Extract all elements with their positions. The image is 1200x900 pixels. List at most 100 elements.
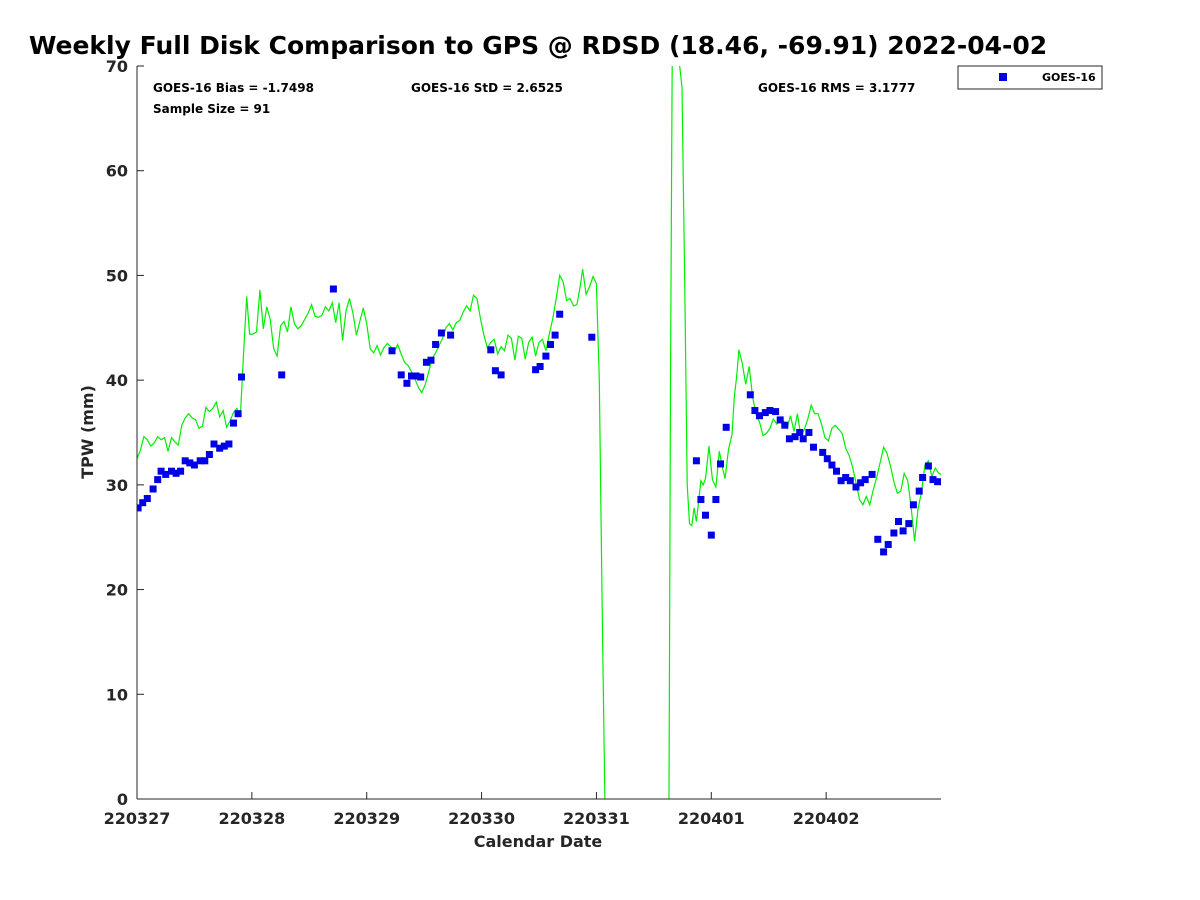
goes16-point xyxy=(857,479,865,487)
goes16-point xyxy=(796,429,804,436)
goes16-point xyxy=(403,379,411,387)
x-tick-label: 220329 xyxy=(333,809,400,828)
goes16-point xyxy=(915,487,923,495)
goes16-point xyxy=(842,474,850,481)
goes16-point xyxy=(432,341,440,348)
goes16-point xyxy=(810,443,817,451)
goes16-point xyxy=(216,444,224,452)
stat-rms: GOES-16 RMS = 3.1777 xyxy=(758,81,915,95)
goes16-point xyxy=(447,331,455,339)
goes16-point xyxy=(427,356,435,364)
goes16-point xyxy=(177,467,185,475)
goes16-point xyxy=(702,511,709,519)
goes16-point xyxy=(909,501,917,509)
goes16-point xyxy=(238,373,245,381)
line-series-layer xyxy=(137,66,941,799)
goes16-point xyxy=(487,346,495,354)
goes16-point xyxy=(225,440,233,448)
goes16-point xyxy=(895,518,902,525)
goes16-point xyxy=(491,367,499,375)
goes16-point xyxy=(924,462,932,470)
goes16-point xyxy=(422,358,430,366)
stat-sample-size: Sample Size = 91 xyxy=(153,102,270,116)
goes16-point xyxy=(210,440,218,448)
axes xyxy=(136,66,941,800)
x-tick-label: 220402 xyxy=(793,809,860,828)
goes16-point xyxy=(799,435,807,443)
goes16-point xyxy=(329,285,337,293)
goes16-point xyxy=(186,459,194,467)
stat-std: GOES-16 StD = 2.6525 xyxy=(411,81,563,95)
goes16-point xyxy=(861,476,869,484)
goes16-point xyxy=(547,341,554,348)
goes16-point xyxy=(833,467,840,475)
x-axis-label: Calendar Date xyxy=(474,832,603,851)
goes16-point xyxy=(751,407,759,414)
goes16-point xyxy=(805,429,813,436)
goes16-point xyxy=(408,372,415,380)
goes16-point xyxy=(230,419,237,427)
goes16-point xyxy=(388,347,396,355)
goes16-point xyxy=(162,470,170,478)
goes16-point xyxy=(761,409,769,417)
goes16-point xyxy=(143,495,151,502)
goes16-point xyxy=(890,529,898,537)
goes16-point xyxy=(139,499,147,507)
goes16-point xyxy=(157,467,165,475)
goes16-point xyxy=(766,407,774,414)
goes16-point xyxy=(137,504,142,512)
y-tick-label: 70 xyxy=(106,57,128,76)
goes16-point xyxy=(884,541,892,548)
stat-bias: GOES-16 Bias = -1.7498 xyxy=(153,81,314,95)
goes16-point xyxy=(929,476,937,484)
goes16-point xyxy=(205,451,213,458)
y-tick-label: 30 xyxy=(106,476,128,495)
legend-box xyxy=(957,65,1103,90)
goes16-point xyxy=(874,535,882,543)
goes16-point xyxy=(417,373,425,381)
y-tick-label: 0 xyxy=(117,790,128,809)
goes16-point xyxy=(846,477,854,485)
goes16-point xyxy=(497,371,505,379)
y-tick-label: 10 xyxy=(106,685,128,704)
goes16-point xyxy=(172,469,180,477)
goes16-point xyxy=(712,496,720,503)
goes16-point xyxy=(412,372,420,380)
goes16-point xyxy=(772,408,780,416)
x-tick-label: 220331 xyxy=(563,809,630,828)
goes16-point xyxy=(934,478,941,486)
y-tick-label: 50 xyxy=(106,266,128,285)
chart-title: Weekly Full Disk Comparison to GPS @ RDS… xyxy=(29,31,1047,60)
goes16-point xyxy=(190,461,198,469)
goes16-point xyxy=(556,310,564,318)
goes16-point xyxy=(828,461,836,469)
goes16-point xyxy=(542,352,550,360)
y-tick-label: 40 xyxy=(106,371,128,390)
goes16-point xyxy=(868,470,876,478)
goes16-point xyxy=(819,448,827,456)
goes16-point xyxy=(785,435,793,443)
goes16-point xyxy=(697,496,705,503)
y-tick-label: 60 xyxy=(106,162,128,181)
goes16-point xyxy=(278,371,286,379)
x-tick-label: 220327 xyxy=(104,809,171,828)
goes16-point xyxy=(722,423,730,431)
x-tick-label: 220330 xyxy=(448,809,515,828)
goes16-point xyxy=(919,474,927,481)
goes16-point xyxy=(154,476,162,484)
goes16-point xyxy=(551,331,559,339)
goes16-point xyxy=(776,416,784,424)
goes16-point xyxy=(791,433,799,441)
goes16-point xyxy=(746,391,754,399)
goes16-point xyxy=(536,363,544,370)
goes16-point xyxy=(781,421,789,429)
goes16-point xyxy=(149,485,157,493)
goes16-point xyxy=(168,467,175,475)
goes16-point xyxy=(397,371,405,379)
goes16-point xyxy=(181,457,189,465)
goes16-point xyxy=(717,460,724,468)
goes16-point xyxy=(823,455,831,463)
goes16-point xyxy=(899,527,907,535)
goes16-point xyxy=(837,477,845,485)
